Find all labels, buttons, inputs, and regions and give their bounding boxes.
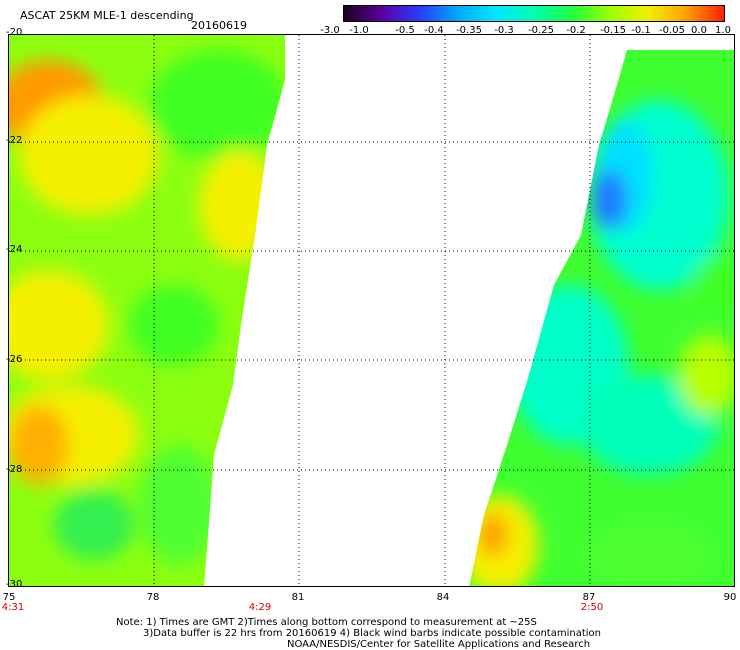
lon-label: 84 [436, 592, 450, 603]
swath-patch [139, 445, 219, 565]
cbar-label: 1.0 [715, 25, 731, 36]
swath-patch [54, 490, 134, 560]
lon-label: 90 [723, 592, 737, 603]
lon-label: 87 [582, 592, 596, 603]
swath-patch [9, 270, 109, 380]
wind-map-plot [8, 34, 735, 587]
cbar-label: -0.05 [659, 25, 685, 36]
color-scale-labels: -3.0 -1.0 -0.5 -0.4 -0.35 -0.3 -0.25 -0.… [320, 25, 735, 37]
product-date: 20160619 [191, 19, 247, 32]
swath-patch [579, 375, 719, 475]
note-line-3: NOAA/NESDIS/Center for Satellite Applica… [287, 639, 591, 650]
lon-label: 81 [291, 592, 305, 603]
swath-patch [694, 255, 734, 315]
pass-time-label: 4:31 [1, 602, 25, 613]
cbar-label: -0.2 [566, 25, 586, 36]
note-line-2: 3)Data buffer is 22 hrs from 20160619 4)… [143, 628, 601, 639]
right-swath [469, 50, 734, 586]
graticule [9, 35, 734, 586]
swath-patch [9, 405, 69, 485]
cbar-label: -0.35 [456, 25, 482, 36]
note-line-1: Note: 1) Times are GMT 2)Times along bot… [116, 617, 537, 628]
cbar-label: -1.0 [349, 25, 369, 36]
swath-layer [9, 35, 734, 586]
pass-time-label: 2:50 [580, 602, 604, 613]
color-scale-gradient [344, 6, 724, 21]
cbar-label: -3.0 [320, 25, 340, 36]
swath-patch [199, 150, 279, 260]
swath-patch [591, 170, 627, 230]
left-swath [9, 35, 285, 586]
cbar-label: -0.3 [494, 25, 514, 36]
product-title: ASCAT 25KM MLE-1 descending [20, 9, 194, 22]
lon-label: 75 [2, 592, 16, 603]
cbar-label: -0.1 [631, 25, 651, 36]
cbar-label: -0.25 [528, 25, 554, 36]
lat-label: -20 [6, 27, 23, 38]
swath-patch [479, 513, 507, 557]
swath-patch [19, 95, 159, 215]
cbar-label: -0.15 [600, 25, 626, 36]
cbar-label: -0.4 [424, 25, 444, 36]
swath-patch [589, 525, 709, 585]
swath-patch [129, 285, 219, 365]
lat-label: -24 [6, 244, 23, 255]
lat-label: -26 [6, 354, 23, 365]
lat-label: -22 [6, 135, 23, 146]
swath-patch [679, 335, 734, 415]
swath-patch [149, 50, 285, 160]
color-scale-bar [343, 5, 725, 22]
cbar-label: 0.0 [691, 25, 707, 36]
pass-time-label: 4:29 [248, 602, 272, 613]
cbar-label: -0.5 [395, 25, 415, 36]
lon-label: 78 [146, 592, 160, 603]
lat-label: -30 [6, 579, 23, 590]
lat-label: -28 [6, 464, 23, 475]
